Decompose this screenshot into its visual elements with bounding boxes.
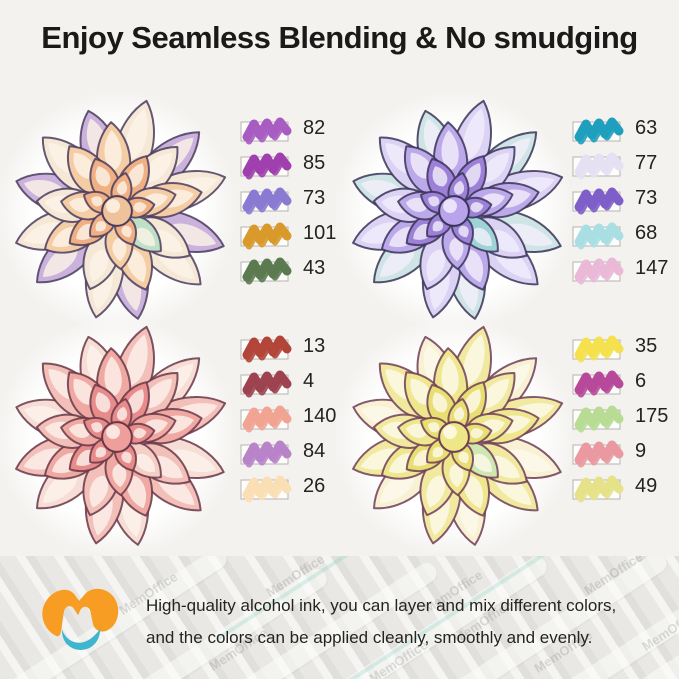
swatch-number: 35	[635, 335, 658, 357]
swatch-row: 26	[238, 469, 346, 504]
flower-illustration-yellow-succulent	[335, 318, 573, 556]
swatch-number: 82	[303, 117, 326, 139]
footer-text-line2: and the colors can be applied cleanly, s…	[146, 628, 593, 647]
color-swatch-icon	[572, 222, 624, 249]
swatch-row: 140	[238, 399, 346, 434]
footer-text: High-quality alcohol ink, you can layer …	[146, 590, 666, 654]
swatch-row: 82	[238, 111, 346, 146]
memoffice-logo	[42, 588, 119, 651]
swatch-list-purple-succulent: 63 77 73 68 147	[570, 111, 678, 286]
swatch-row: 147	[570, 251, 678, 286]
color-swatch-icon	[572, 152, 624, 179]
swatch-row: 77	[570, 146, 678, 181]
swatch-number: 77	[635, 152, 658, 174]
color-swatch-icon	[240, 475, 292, 502]
color-swatch-icon	[572, 335, 624, 362]
swatch-row: 73	[238, 181, 346, 216]
swatch-row: 4	[238, 364, 346, 399]
page-title: Enjoy Seamless Blending & No smudging	[41, 20, 638, 55]
swatch-number: 84	[303, 440, 326, 462]
color-swatch-icon	[240, 405, 292, 432]
color-swatch-icon	[240, 222, 292, 249]
color-swatch-icon	[572, 117, 624, 144]
swatch-number: 73	[303, 187, 326, 209]
swatch-row: 49	[570, 469, 678, 504]
swatch-number: 6	[635, 370, 647, 392]
color-swatch-icon	[572, 370, 624, 397]
color-swatch-icon	[572, 405, 624, 432]
swatch-number: 68	[635, 222, 658, 244]
swatch-row: 9	[570, 434, 678, 469]
swatch-number: 147	[635, 257, 669, 279]
swatch-row: 84	[238, 434, 346, 469]
swatch-number: 73	[635, 187, 658, 209]
swatch-row: 73	[570, 181, 678, 216]
color-swatch-icon	[240, 187, 292, 214]
swatch-row: 6	[570, 364, 678, 399]
swatch-number: 85	[303, 152, 326, 174]
color-swatch-icon	[572, 475, 624, 502]
flower-illustration-pink-succulent	[0, 318, 236, 556]
color-swatch-icon	[240, 152, 292, 179]
swatch-list-pink-succulent: 13 4 140 84 26	[238, 329, 346, 504]
swatch-number: 4	[303, 370, 315, 392]
swatch-list-peach-succulent: 82 85 73 101 43	[238, 111, 346, 286]
swatch-row: 63	[570, 111, 678, 146]
color-swatch-icon	[240, 117, 292, 144]
swatch-row: 68	[570, 216, 678, 251]
swatch-row: 175	[570, 399, 678, 434]
flower-illustration-purple-succulent	[335, 92, 573, 330]
flower-illustration-peach-succulent	[0, 92, 236, 330]
color-swatch-icon	[240, 440, 292, 467]
logo-m-shape	[42, 588, 119, 637]
swatch-number: 140	[303, 405, 337, 427]
color-swatch-icon	[240, 370, 292, 397]
swatch-number: 175	[635, 405, 669, 427]
swatch-number: 49	[635, 475, 658, 497]
color-swatch-icon	[572, 257, 624, 284]
swatch-number: 63	[635, 117, 658, 139]
color-swatch-icon	[572, 187, 624, 214]
swatch-list-yellow-succulent: 35 6 175 9 49	[570, 329, 678, 504]
swatch-number: 26	[303, 475, 326, 497]
color-swatch-icon	[240, 257, 292, 284]
swatch-number: 43	[303, 257, 326, 279]
swatch-row: 43	[238, 251, 346, 286]
color-swatch-icon	[240, 335, 292, 362]
swatch-number: 13	[303, 335, 326, 357]
swatch-row: 101	[238, 216, 346, 251]
footer-text-line1: High-quality alcohol ink, you can layer …	[146, 596, 617, 615]
swatch-row: 85	[238, 146, 346, 181]
swatch-number: 9	[635, 440, 647, 462]
color-swatch-icon	[572, 440, 624, 467]
swatch-number: 101	[303, 222, 337, 244]
swatch-row: 35	[570, 329, 678, 364]
logo-wave-shape	[61, 625, 101, 651]
swatch-row: 13	[238, 329, 346, 364]
